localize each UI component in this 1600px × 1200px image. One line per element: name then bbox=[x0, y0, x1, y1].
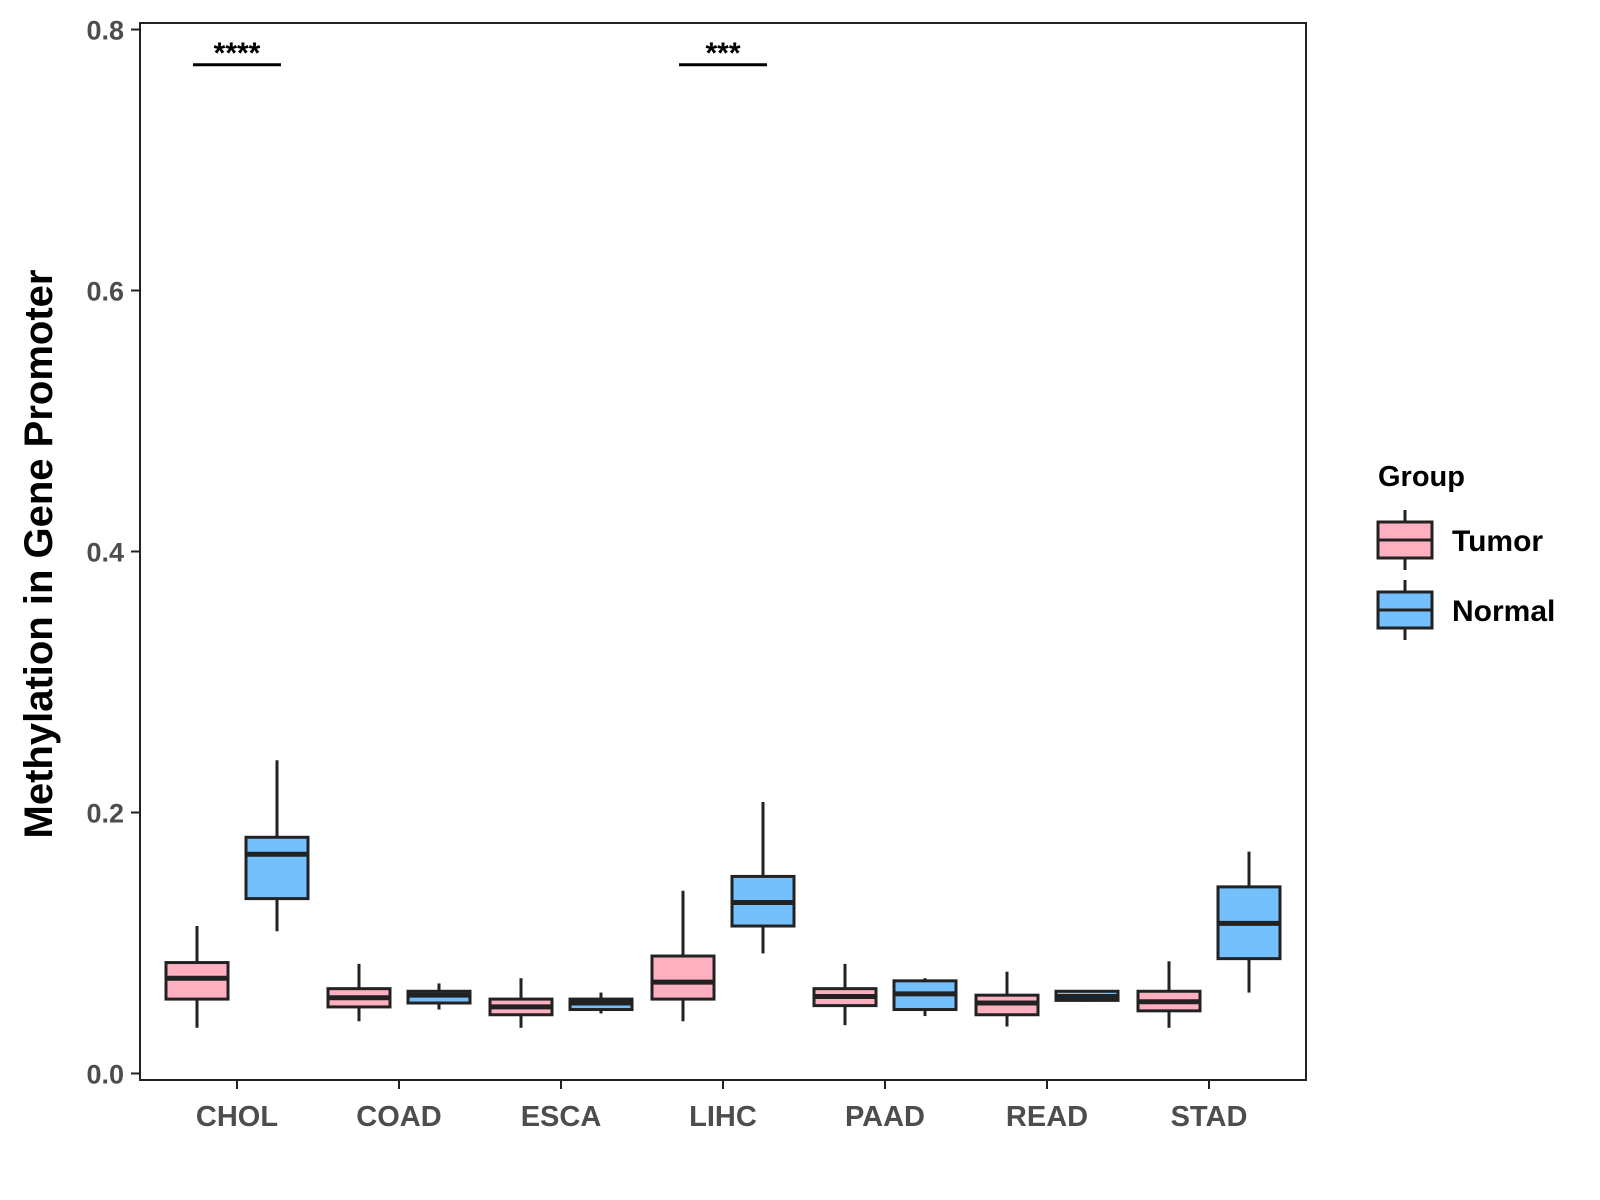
x-tick-label: COAD bbox=[356, 1101, 441, 1133]
x-tick-label: PAAD bbox=[845, 1101, 925, 1133]
box-tumor-chol bbox=[164, 961, 230, 1001]
y-tick-label: 0.0 bbox=[86, 1059, 124, 1089]
legend-title: Group bbox=[1378, 461, 1465, 493]
x-tick-label: LIHC bbox=[689, 1101, 757, 1133]
y-tick-label: 0.2 bbox=[86, 798, 124, 828]
x-tick-label: STAD bbox=[1171, 1101, 1248, 1133]
legend-label-normal: Normal bbox=[1452, 595, 1555, 628]
x-tick-label: READ bbox=[1006, 1101, 1088, 1133]
box-normal-chol bbox=[244, 835, 310, 901]
y-tick-label: 0.4 bbox=[86, 538, 124, 568]
y-tick-label: 0.8 bbox=[86, 16, 124, 46]
plot-area: 0.0 0.2 0.4 0.6 0.8 CHOL COAD ESCA LIHC PAAD READ S… bbox=[86, 16, 1307, 1133]
y-tick-label: 0.6 bbox=[86, 277, 124, 307]
legend-label-tumor: Tumor bbox=[1452, 525, 1543, 558]
x-tick-label: ESCA bbox=[521, 1101, 602, 1133]
significance-label: **** bbox=[214, 37, 261, 70]
significance-label: *** bbox=[705, 37, 740, 70]
y-axis-title: Methylation in Gene Promoter bbox=[17, 270, 61, 839]
box-tumor-lihc bbox=[650, 954, 716, 1001]
legend: Group Tumor Normal bbox=[1376, 461, 1555, 640]
legend-keys: Tumor Normal bbox=[1376, 510, 1555, 640]
x-tick-label: CHOL bbox=[196, 1101, 278, 1133]
